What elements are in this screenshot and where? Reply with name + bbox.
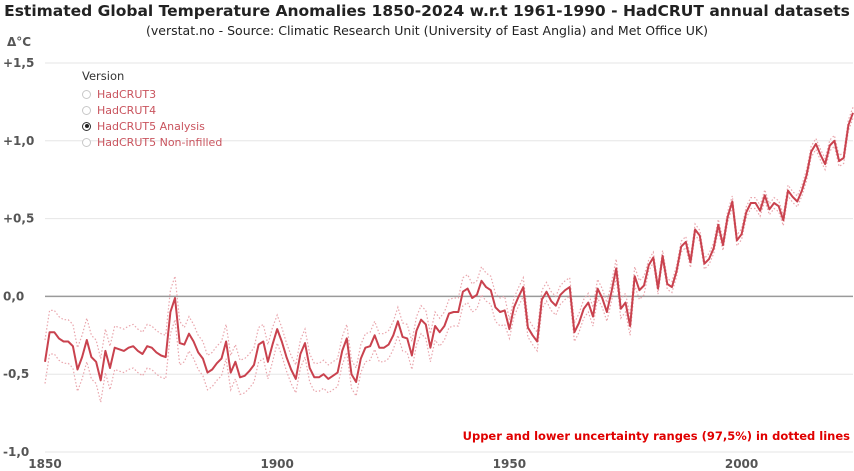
uncertainty-note: Upper and lower uncertainty ranges (97,5…	[462, 429, 850, 443]
radio-selected-icon[interactable]	[82, 121, 91, 131]
legend-option-label: HadCRUT4	[97, 103, 157, 117]
legend-option-label: HadCRUT5 Analysis	[97, 119, 205, 133]
radio-icon[interactable]	[82, 89, 91, 99]
y-axis-unit-label: Δ°C	[7, 35, 32, 49]
legend-option-hadcrut3[interactable]: HadCRUT3	[82, 86, 222, 102]
x-tick-label: 1850	[28, 457, 61, 471]
x-tick-label: 1950	[493, 457, 526, 471]
legend-title: Version	[82, 69, 125, 83]
chart-subtitle: (verstat.no - Source: Climatic Research …	[146, 23, 708, 38]
y-tick-label: +1,5	[3, 56, 34, 70]
y-tick-label: -0,5	[3, 367, 29, 381]
legend-option-hadcrut5-analysis[interactable]: HadCRUT5 Analysis	[82, 118, 222, 134]
series-line-hadcrut5-analysis	[44, 112, 854, 383]
legend-option-hadcrut5-non-infilled[interactable]: HadCRUT5 Non-infilled	[82, 134, 222, 150]
radio-icon[interactable]	[82, 137, 91, 147]
legend-option-hadcrut4[interactable]: HadCRUT4	[82, 102, 222, 118]
y-tick-label: 0,0	[3, 289, 24, 303]
x-tick-label: 1900	[260, 457, 293, 471]
y-tick-label: +0,5	[3, 212, 34, 226]
series-lines	[44, 112, 854, 383]
lower-uncertainty-line	[44, 117, 854, 403]
x-tick-label: 2000	[725, 457, 758, 471]
upper-uncertainty-line	[44, 107, 854, 370]
chart-title: Estimated Global Temperature Anomalies 1…	[4, 2, 850, 20]
y-tick-label: -1,0	[3, 445, 29, 459]
version-legend: Version HadCRUT3 HadCRUT4 HadCRUT5 Analy…	[82, 69, 222, 150]
uncertainty-bands	[44, 107, 854, 403]
y-tick-label: +1,0	[3, 134, 34, 148]
grid	[45, 62, 853, 453]
legend-option-label: HadCRUT3	[97, 87, 157, 101]
legend-option-label: HadCRUT5 Non-infilled	[97, 135, 223, 149]
radio-icon[interactable]	[82, 105, 91, 115]
